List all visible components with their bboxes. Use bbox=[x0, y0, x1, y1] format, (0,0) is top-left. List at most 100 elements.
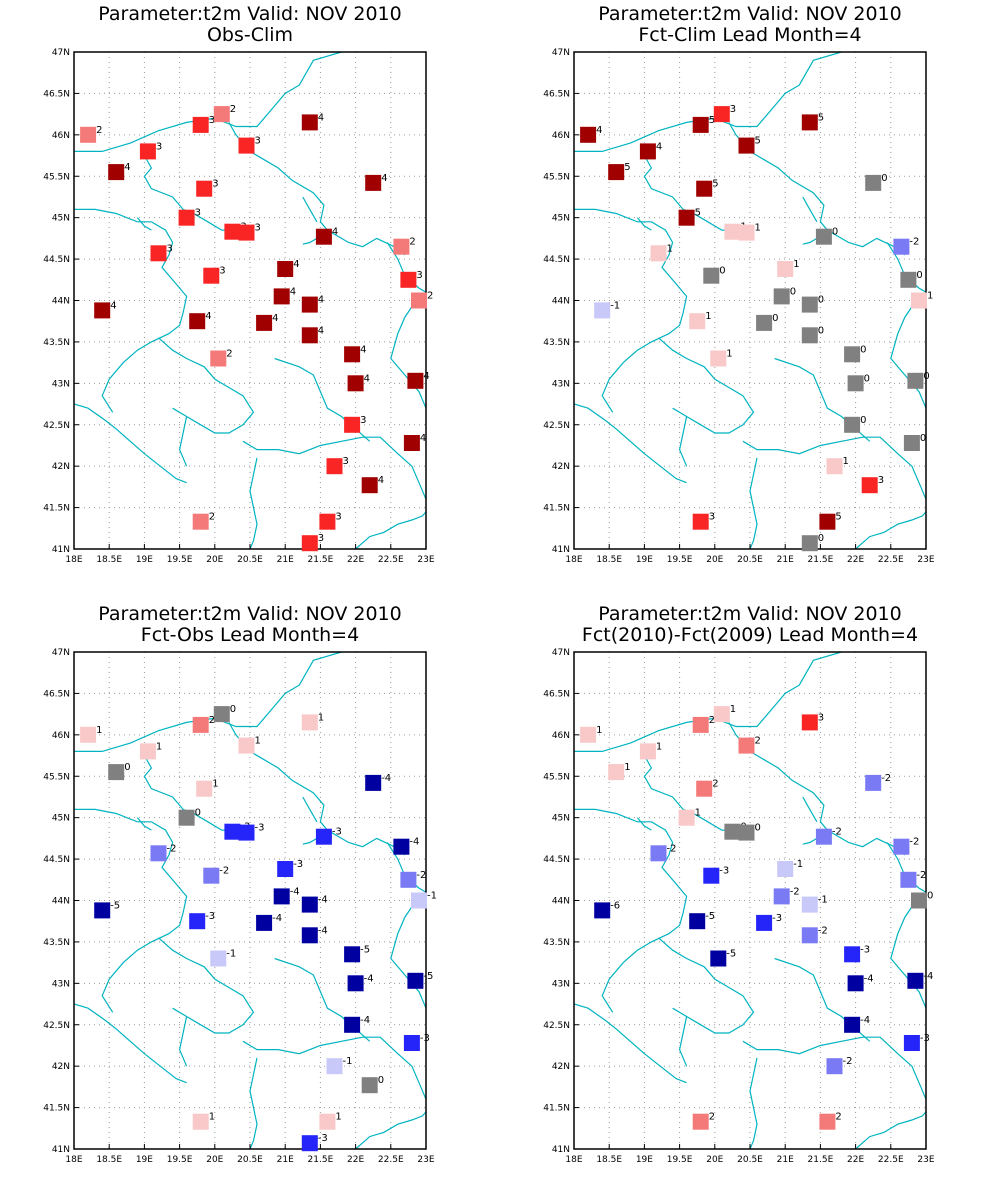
grid-lines bbox=[74, 52, 426, 549]
station-value-label: 4 bbox=[378, 475, 384, 486]
station-value-label: -3 bbox=[255, 823, 265, 834]
station-value-label: 3 bbox=[343, 456, 349, 467]
x-tick-label: 20E bbox=[706, 555, 723, 565]
station-value-label: 4 bbox=[423, 371, 429, 382]
grid-lines bbox=[574, 52, 926, 549]
station-value-label: 4 bbox=[110, 300, 116, 311]
station-value-label: 3 bbox=[219, 266, 225, 277]
station-marker: -4 bbox=[256, 913, 282, 931]
station-value-label: 2 bbox=[209, 512, 215, 523]
station-marker: 4 bbox=[277, 259, 300, 277]
x-tick-label: 18E bbox=[565, 1155, 582, 1165]
station-marker: -1 bbox=[411, 891, 437, 909]
station-square bbox=[347, 975, 364, 992]
station-value-label: 1 bbox=[596, 725, 602, 736]
station-marker: -2 bbox=[815, 827, 842, 845]
station-square bbox=[301, 327, 318, 344]
x-tick-label: 20.5E bbox=[237, 555, 263, 565]
station-marker: 3 bbox=[301, 533, 324, 552]
station-square bbox=[696, 180, 713, 197]
y-tick-label: 44N bbox=[52, 297, 70, 307]
station-value-label: 4 bbox=[360, 344, 366, 355]
station-marker: 0 bbox=[108, 762, 131, 781]
station-value-label: -3 bbox=[772, 913, 782, 924]
y-tick-label: 43.5N bbox=[543, 938, 570, 948]
map-panels: Parameter:t2m Valid: NOV 2010Obs-Clim18E… bbox=[43, 3, 935, 1165]
border-line bbox=[574, 808, 688, 1013]
station-value-label: 1 bbox=[255, 736, 261, 747]
x-tick-label: 22.5E bbox=[878, 1155, 904, 1165]
station-marker: 5 bbox=[696, 179, 719, 197]
station-value-label: 1 bbox=[156, 741, 162, 752]
station-value-label: 5 bbox=[695, 208, 701, 219]
station-value-label: 4 bbox=[364, 373, 370, 384]
station-square bbox=[365, 774, 382, 791]
station-marker: -2 bbox=[773, 886, 800, 905]
station-value-label: 4 bbox=[290, 286, 296, 297]
station-value-label: 1 bbox=[667, 243, 673, 254]
station-square bbox=[403, 435, 420, 451]
station-square bbox=[639, 743, 656, 760]
station-value-label: 0 bbox=[916, 270, 922, 281]
y-tick-label: 41.5N bbox=[43, 504, 70, 514]
station-value-label: -4 bbox=[360, 1015, 370, 1026]
station-square bbox=[710, 350, 727, 367]
station-square bbox=[900, 871, 917, 888]
station-square bbox=[801, 927, 818, 944]
y-tick-label: 42.5N bbox=[543, 1021, 570, 1031]
station-marker: 5 bbox=[819, 512, 842, 530]
station-marker: 0 bbox=[865, 173, 888, 191]
station-marker: 1 bbox=[301, 712, 324, 731]
station-marker: 3 bbox=[178, 208, 201, 226]
y-tick-label: 45.5N bbox=[543, 772, 570, 782]
station-value-label: 2 bbox=[712, 779, 718, 790]
y-tick-label: 45N bbox=[552, 814, 570, 824]
x-tick-label: 22.5E bbox=[378, 555, 404, 565]
station-marker: -3 bbox=[189, 911, 215, 930]
station-marker: 5 bbox=[801, 112, 824, 131]
station-square bbox=[738, 824, 755, 841]
station-square bbox=[594, 902, 611, 919]
station-marker: -4 bbox=[365, 773, 391, 791]
station-value-label: 1 bbox=[656, 741, 662, 752]
station-square bbox=[844, 1016, 861, 1033]
station-value-label: 5 bbox=[818, 112, 824, 123]
y-tick-label: 46N bbox=[552, 731, 570, 741]
x-tick-label: 23E bbox=[417, 1155, 434, 1165]
station-marker: 3 bbox=[238, 136, 261, 154]
station-marker: 3 bbox=[139, 141, 162, 160]
station-marker: -4 bbox=[273, 886, 300, 905]
station-marker: 4 bbox=[301, 295, 324, 313]
station-square bbox=[277, 861, 294, 877]
station-square bbox=[777, 261, 794, 277]
border-line bbox=[390, 896, 426, 1009]
station-value-label: -5 bbox=[705, 911, 715, 922]
x-tick-label: 20E bbox=[206, 1155, 223, 1165]
station-value-label: 4 bbox=[318, 112, 324, 123]
station-marker: 0 bbox=[844, 344, 866, 363]
y-tick-label: 43N bbox=[552, 979, 570, 989]
station-value-label: -2 bbox=[832, 827, 842, 838]
station-marker: 3 bbox=[713, 104, 736, 123]
station-square bbox=[801, 114, 818, 131]
station-square bbox=[650, 845, 667, 862]
station-square bbox=[911, 892, 927, 909]
station-value-label: -3 bbox=[332, 827, 342, 838]
station-square bbox=[301, 896, 318, 913]
station-square bbox=[756, 914, 773, 931]
station-square bbox=[678, 809, 695, 826]
border-line bbox=[658, 937, 755, 1034]
border-line bbox=[228, 722, 406, 856]
y-tick-label: 41N bbox=[52, 545, 70, 555]
station-value-label: 3 bbox=[360, 415, 366, 426]
station-square bbox=[826, 458, 843, 475]
border-line bbox=[890, 896, 926, 1009]
station-marker: 5 bbox=[678, 208, 701, 226]
border-line bbox=[742, 436, 926, 500]
station-marker: 1 bbox=[650, 243, 673, 262]
station-marker: 4 bbox=[301, 112, 324, 131]
station-square bbox=[361, 477, 378, 494]
station-square bbox=[844, 416, 861, 433]
y-tick-label: 42N bbox=[552, 462, 570, 472]
